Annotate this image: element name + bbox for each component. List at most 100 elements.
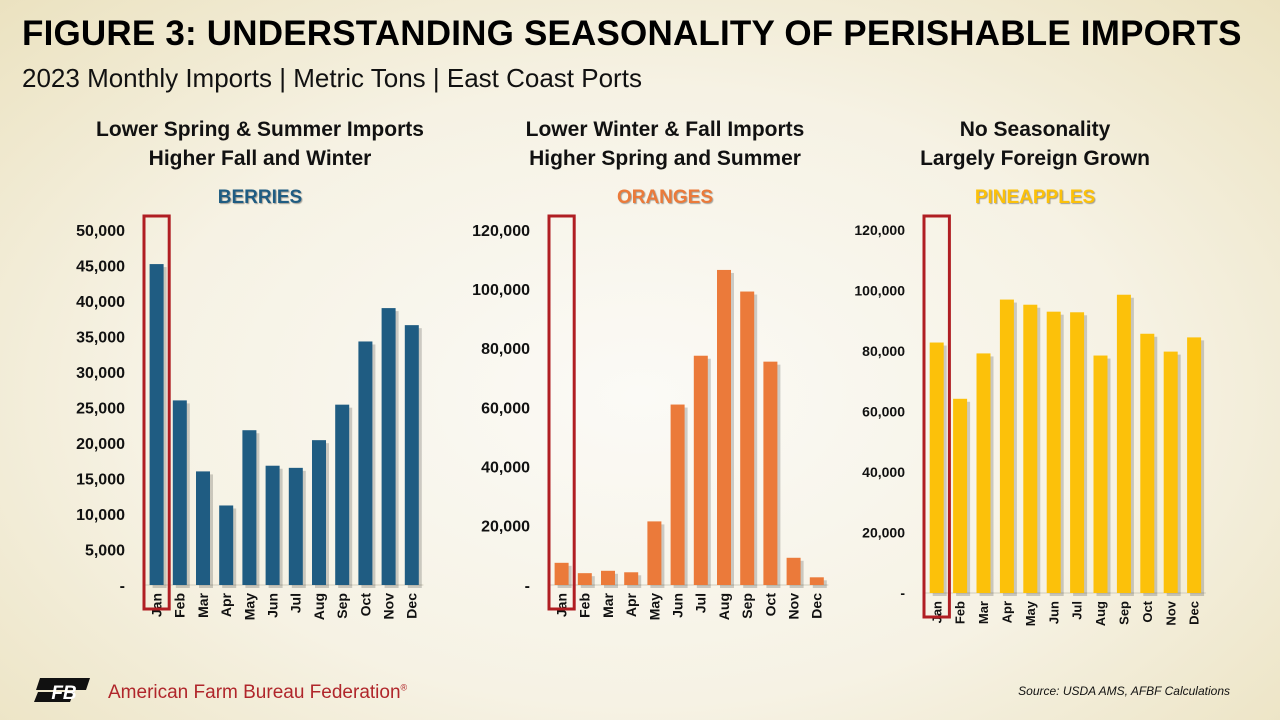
oranges-xtick-label: Apr	[623, 592, 639, 617]
oranges-xtick-label: Dec	[809, 593, 825, 619]
oranges-ytick-label: 100,000	[472, 282, 530, 299]
oranges-xtick-label: Sep	[739, 593, 755, 619]
oranges-bar-jul	[693, 355, 708, 585]
berries-xtick-label: Jun	[265, 593, 281, 618]
berries-ytick-label: 10,000	[76, 507, 125, 524]
oranges-bar-oct	[763, 361, 778, 585]
organization-name-text: American Farm Bureau Federation	[108, 682, 401, 703]
berries-bar-aug	[312, 440, 326, 585]
berries-ytick-label: 15,000	[76, 471, 125, 488]
berries-panel: Lower Spring & Summer Imports Higher Fal…	[50, 115, 470, 635]
pineapples-bar-nov	[1163, 351, 1178, 593]
logo-text: FB	[51, 683, 77, 704]
berries-header: Lower Spring & Summer Imports Higher Fal…	[50, 115, 470, 173]
pineapples-ytick-label: 60,000	[862, 404, 905, 420]
registered-mark: ®	[400, 682, 408, 693]
pineapples-xtick-label: Feb	[953, 601, 968, 624]
berries-xtick-label: Oct	[357, 593, 373, 617]
pineapples-ytick-label: 40,000	[862, 464, 905, 480]
pineapples-bar-may	[1023, 304, 1038, 593]
berries-highlight-box	[142, 214, 171, 611]
pineapples-xtick-label: Jul	[1070, 601, 1085, 620]
pineapples-bar-apr	[999, 299, 1014, 593]
pineapples-series-label: PINEAPPLES	[974, 187, 1096, 208]
berries-header-line2: Higher Fall and Winter	[148, 147, 372, 170]
pineapples-highlight-box	[922, 214, 951, 619]
oranges-xtick-label: May	[646, 593, 662, 620]
pineapples-bar-oct	[1140, 333, 1155, 593]
pineapples-ytick-label: 100,000	[854, 283, 905, 299]
berries-bar-sep	[335, 404, 350, 585]
berries-chart: - 5,000 10,000 15,000 20,000 25,000 30,000 35,0…	[76, 214, 424, 620]
chart-subtitle: 2023 Monthly Imports | Metric Tons | Eas…	[22, 63, 642, 93]
oranges-panel: Lower Winter & Fall Imports Higher Sprin…	[455, 115, 875, 635]
pineapples-bar-feb	[953, 398, 968, 593]
oranges-ytick-label: -	[525, 578, 530, 595]
pineapples-xtick-label: Sep	[1116, 601, 1131, 625]
berries-xtick-label: Feb	[172, 593, 188, 618]
pineapples-bar-jul	[1070, 312, 1085, 593]
oranges-ytick-label: 120,000	[472, 223, 530, 240]
pineapples-header-line1: No Seasonality	[959, 118, 1111, 141]
pineapples-header-line2: Largely Foreign Grown	[920, 147, 1150, 170]
oranges-xtick-label: Mar	[600, 592, 616, 617]
oranges-ytick-label: 80,000	[481, 341, 530, 358]
organization-name: American Farm Bureau Federation®	[108, 682, 407, 704]
oranges-bar-apr	[624, 572, 639, 585]
berries-xtick-label: Aug	[311, 593, 327, 620]
berries-bar-jan	[149, 264, 164, 585]
berries-xtick-label: Sep	[334, 593, 350, 619]
berries-xtick-label: Apr	[218, 592, 234, 617]
oranges-xtick-label: Jan	[554, 593, 570, 617]
pineapples-xtick-label: May	[1023, 600, 1038, 626]
oranges-bar-may	[647, 521, 662, 585]
oranges-ytick-label: 40,000	[481, 459, 530, 476]
pineapples-ytick-label: 120,000	[854, 222, 905, 238]
berries-bar-feb	[172, 400, 187, 585]
oranges-series-label: ORANGES	[616, 187, 714, 208]
pineapples-bar-aug	[1093, 355, 1108, 593]
berries-bar-apr	[219, 505, 234, 585]
pineapples-xtick-label: Mar	[976, 601, 991, 624]
oranges-chart: - 20,000 40,000 60,000 80,000 100,000 120,000 J…	[472, 214, 829, 620]
berries-xtick-label: Mar	[195, 592, 211, 617]
berries-xtick-label: Jul	[288, 593, 304, 613]
oranges-bar-mar	[601, 570, 615, 585]
oranges-header-line1: Lower Winter & Fall Imports	[525, 118, 805, 141]
berries-ytick-label: 40,000	[76, 294, 125, 311]
pineapples-header: No Seasonality Largely Foreign Grown	[825, 115, 1245, 173]
berries-bar-oct	[358, 341, 373, 585]
oranges-xtick-label: Nov	[786, 593, 802, 620]
oranges-bar-dec	[809, 577, 824, 585]
pineapples-bar-jun	[1046, 311, 1061, 593]
oranges-highlight-box	[547, 214, 576, 611]
berries-ytick-label: 45,000	[76, 258, 125, 275]
oranges-bar-aug	[717, 269, 731, 585]
berries-bar-nov	[381, 308, 396, 585]
berries-bar-jun	[265, 465, 280, 585]
oranges-ytick-label: 60,000	[481, 400, 530, 417]
pineapples-bar-mar	[976, 353, 991, 593]
oranges-bar-jan	[554, 562, 569, 585]
pineapples-xtick-label: Nov	[1163, 600, 1178, 625]
berries-ytick-label: 30,000	[76, 365, 125, 382]
oranges-bar-feb	[577, 573, 592, 585]
oranges-xtick-label: Feb	[577, 593, 593, 618]
pineapples-ytick-label: 20,000	[862, 525, 905, 541]
oranges-xtick-label: Aug	[716, 593, 732, 620]
oranges-xtick-label: Oct	[762, 593, 778, 617]
berries-ytick-label: -	[120, 578, 125, 595]
berries-xtick-label: Nov	[381, 593, 397, 620]
berries-ytick-label: 25,000	[76, 400, 125, 417]
berries-ytick-label: 5,000	[85, 542, 125, 559]
pineapples-ytick-label: 80,000	[862, 343, 905, 359]
pineapples-ytick-label: -	[900, 585, 905, 601]
berries-ytick-label: 35,000	[76, 329, 125, 346]
pineapples-chart: - 20,000 40,000 60,000 80,000 100,000 120,000 J…	[854, 214, 1206, 626]
berries-ytick-label: 50,000	[76, 223, 125, 240]
source-note: Source: USDA AMS, AFBF Calculations	[1018, 684, 1230, 698]
berries-bar-may	[242, 430, 257, 585]
pineapples-xtick-label: Oct	[1140, 600, 1155, 622]
berries-series-label: BERRIES	[217, 187, 303, 208]
berries-xtick-label: Jan	[149, 593, 165, 617]
